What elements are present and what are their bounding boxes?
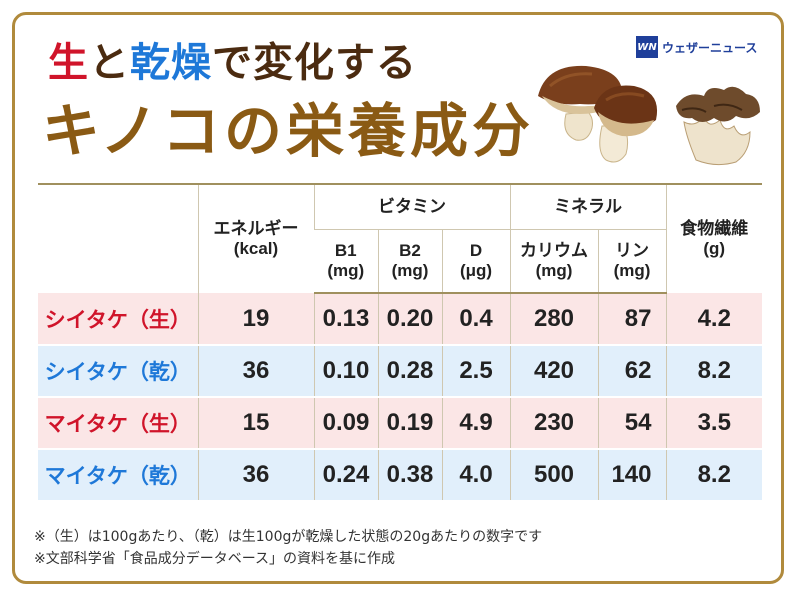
cell-phosphorus: 54: [597, 397, 666, 450]
table-header-row-2: B1 (mg) B2 (mg) D (μg) カリウム (mg) リン (mg): [38, 229, 762, 294]
header-fiber: 食物繊維 (g): [665, 183, 762, 293]
cell-energy: 19: [197, 293, 314, 346]
cell-b2: 0.20: [377, 293, 442, 346]
cell-d: 0.4: [441, 293, 510, 346]
header-energy: エネルギー (kcal): [197, 183, 314, 293]
header-d: D (μg): [441, 229, 510, 294]
footnotes: ※（生）は100gあたり、（乾）は生100gが乾燥した状態の20gあたりの数字で…: [34, 526, 542, 570]
cell-fiber: 8.2: [665, 345, 762, 398]
cell-b1: 0.24: [313, 449, 378, 502]
table-row: シイタケ（乾） 36 0.10 0.28 2.5 420 62 8.2: [38, 345, 762, 398]
cell-potassium: 420: [509, 345, 598, 398]
title-line-1: 生と乾燥で変化する: [48, 30, 417, 88]
title-rest: で変化する: [212, 40, 417, 86]
header-b1: B1 (mg): [314, 229, 378, 294]
title-line-2: キノコの栄養成分: [42, 97, 534, 165]
cell-b2: 0.19: [377, 397, 442, 450]
cell-energy: 36: [197, 345, 314, 398]
weathernews-logo-text: ウェザーニュース: [662, 40, 758, 55]
table-row: マイタケ（乾） 36 0.24 0.38 4.0 500 140 8.2: [38, 449, 762, 502]
header-mineral: ミネラル: [509, 183, 666, 230]
title-mid: と: [89, 40, 130, 86]
cell-energy: 36: [197, 449, 314, 502]
header-potassium: カリウム (mg): [509, 229, 598, 294]
cell-fiber: 8.2: [665, 449, 762, 502]
maitake-mushroom-illustration: [676, 86, 760, 166]
row-label: シイタケ（乾）: [38, 345, 198, 398]
title-dry: 乾燥: [130, 40, 212, 86]
cell-potassium: 500: [509, 449, 598, 502]
cell-potassium: 230: [509, 397, 598, 450]
cell-d: 4.0: [441, 449, 510, 502]
cell-b1: 0.09: [313, 397, 378, 450]
cell-potassium: 280: [509, 293, 598, 346]
title-raw: 生: [48, 40, 89, 86]
footnote-1: ※（生）は100gあたり、（乾）は生100gが乾燥した状態の20gあたりの数字で…: [34, 529, 543, 545]
cell-energy: 15: [197, 397, 314, 450]
cell-phosphorus: 62: [597, 345, 666, 398]
nutrition-table: エネルギー (kcal) ビタミン ミネラル 食物繊維 (g) B1 (mg) B2(…: [38, 183, 762, 502]
cell-fiber: 4.2: [665, 293, 762, 346]
row-label: マイタケ（生）: [38, 397, 198, 450]
cell-b2: 0.38: [377, 449, 442, 502]
cell-fiber: 3.5: [665, 397, 762, 450]
cell-d: 2.5: [441, 345, 510, 398]
weathernews-logo-icon: WN: [636, 36, 658, 58]
cell-b1: 0.13: [313, 293, 378, 346]
cell-d: 4.9: [441, 397, 510, 450]
header-empty: [38, 183, 198, 293]
cell-b1: 0.10: [313, 345, 378, 398]
table-header-row-1: エネルギー (kcal) ビタミン ミネラル 食物繊維 (g): [38, 183, 762, 293]
header-phosphorus: リン (mg): [597, 229, 666, 294]
cell-b2: 0.28: [377, 345, 442, 398]
weathernews-logo: WN ウェザーニュース: [636, 36, 757, 58]
footnote-2: ※文部科学省「食品成分データベース」の資料を基に作成: [34, 551, 396, 567]
row-label: マイタケ（乾）: [38, 449, 198, 502]
cell-phosphorus: 140: [597, 449, 666, 502]
cell-phosphorus: 87: [597, 293, 666, 346]
header-b2: B2 (mg): [377, 229, 442, 294]
table-row: マイタケ（生） 15 0.09 0.19 4.9 230 54 3.5: [38, 397, 762, 450]
header-vitamin: ビタミン: [313, 183, 510, 230]
mushroom-illustration: [538, 65, 760, 166]
table-row: シイタケ（生） 19 0.13 0.20 0.4 280 87 4.2: [38, 293, 762, 346]
shiitake-mushroom-illustration: [538, 65, 658, 163]
row-label: シイタケ（生）: [38, 293, 198, 346]
